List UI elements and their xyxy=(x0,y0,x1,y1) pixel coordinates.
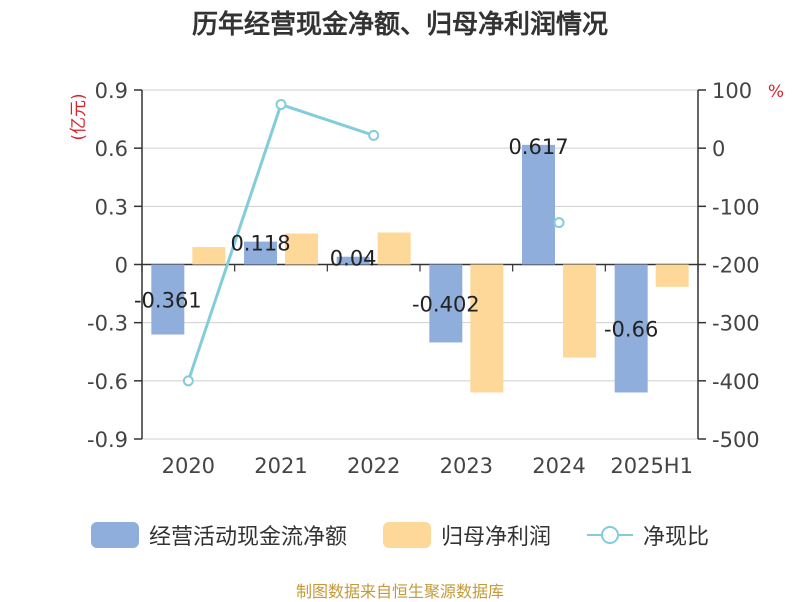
legend-item-cash-ratio[interactable]: 净现比 xyxy=(587,519,709,551)
point-cash-ratio xyxy=(182,375,194,387)
data-label-operating-cash-flow: 0.617 xyxy=(508,135,568,159)
y-tick-label-left: 0.3 xyxy=(95,195,128,219)
point-cash-ratio xyxy=(275,99,287,111)
bar-net-profit xyxy=(285,233,318,265)
bar-operating-cash-flow xyxy=(336,256,370,265)
chart-svg: 历年经营现金净额、归母净利润情况 0.9 0.6 0.3 0 -0.3 -0.6 -0.9 10… xyxy=(69,9,784,478)
data-label-operating-cash-flow: -0.66 xyxy=(604,317,658,341)
x-tick-label: 2021 xyxy=(254,454,307,478)
y-tick-label-left: 0.6 xyxy=(95,137,128,161)
y-tick-label-left: -0.6 xyxy=(87,370,128,394)
bar-operating-cash-flow xyxy=(614,264,648,393)
bar-net-profit xyxy=(377,232,411,265)
y-tick-label-left: 0 xyxy=(115,254,128,278)
y-tick-label-left: -0.3 xyxy=(87,312,128,336)
bar-operating-cash-flow xyxy=(244,241,277,265)
y-tick-label-right: -100 xyxy=(712,195,760,219)
bar-operating-cash-flow xyxy=(429,264,463,343)
legend-label-net-profit: 归母净利润 xyxy=(440,525,551,550)
y-tick-label-right: -400 xyxy=(712,370,760,394)
point-cash-ratio xyxy=(553,217,565,229)
y-axis-label-right: % xyxy=(768,82,784,102)
y-tick-label-left: -0.9 xyxy=(87,428,128,452)
x-tick-label: 2023 xyxy=(440,454,493,478)
legend-label-cash-ratio: 净现比 xyxy=(643,525,710,550)
y-axis-label-left: (亿元) xyxy=(69,93,89,140)
source-note: 制图数据来自恒生聚源数据库 xyxy=(295,582,504,601)
legend-swatch-operating-cash-flow xyxy=(90,522,139,548)
legend-item-net-profit[interactable]: 归母净利润 xyxy=(382,519,551,551)
bar-operating-cash-flow xyxy=(522,144,555,265)
y-tick-label-right: -500 xyxy=(712,428,760,452)
point-cash-ratio xyxy=(368,129,380,141)
bar-operating-cash-flow xyxy=(151,264,185,335)
bar-net-profit xyxy=(563,264,596,358)
y-tick-label-right: 100 xyxy=(712,79,752,103)
legend-item-operating-cash-flow[interactable]: 经营活动现金流净额 xyxy=(90,519,347,551)
x-tick-label: 2022 xyxy=(347,454,400,478)
y-tick-label-left: 0.9 xyxy=(95,79,128,103)
x-tick-label: 2024 xyxy=(532,454,585,478)
y-tick-label-right: 0 xyxy=(712,137,725,161)
legend-label-operating-cash-flow: 经营活动现金流净额 xyxy=(148,525,347,550)
bar-net-profit xyxy=(470,264,504,393)
data-label-operating-cash-flow: 0.04 xyxy=(330,247,377,271)
legend: 经营活动现金流净额 归母净利润 净现比 xyxy=(0,518,800,552)
legend-swatch-cash-ratio xyxy=(587,522,633,548)
y-tick-label-right: -200 xyxy=(712,254,760,278)
bar-net-profit xyxy=(192,247,226,265)
x-tick-label: 2025H1 xyxy=(610,454,693,478)
data-label-operating-cash-flow: 0.118 xyxy=(230,232,290,256)
data-label-operating-cash-flow: -0.361 xyxy=(134,288,202,312)
bar-net-profit xyxy=(655,264,689,287)
x-tick-label: 2020 xyxy=(162,454,215,478)
legend-swatch-net-profit xyxy=(382,522,431,548)
chart-title: 历年经营现金净额、归母净利润情况 xyxy=(192,9,608,40)
y-tick-label-right: -300 xyxy=(712,312,760,336)
data-label-operating-cash-flow: -0.402 xyxy=(412,292,480,316)
